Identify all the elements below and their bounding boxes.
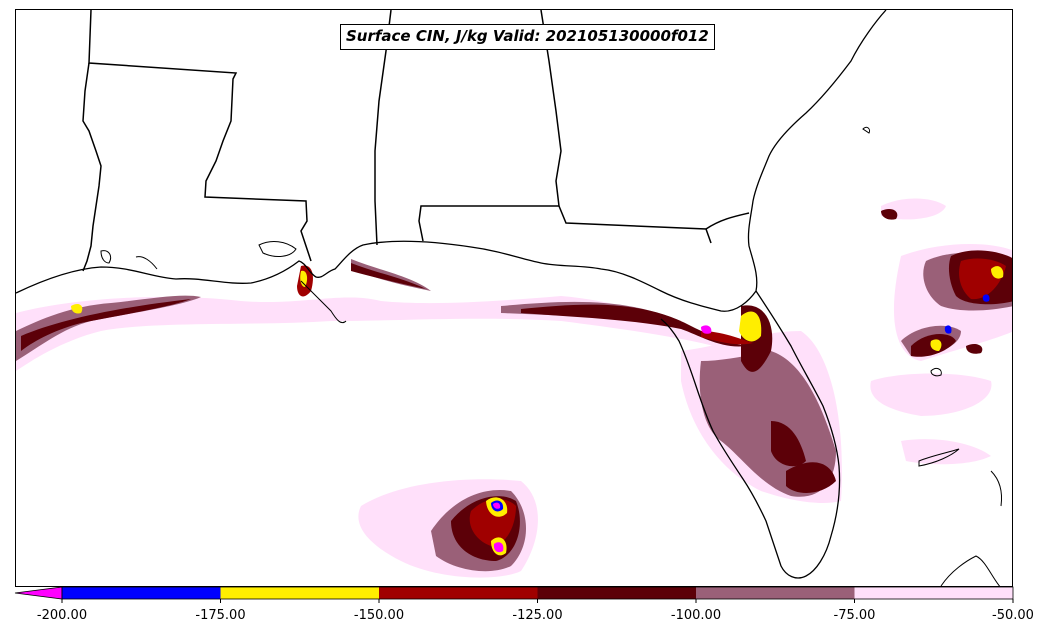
colorbar-tick-label: -125.00 <box>512 608 563 623</box>
cin-darkred-field <box>21 208 1012 561</box>
colorbar-bin-3 <box>379 587 538 599</box>
colorbar-extend-min <box>14 586 63 600</box>
islands <box>862 126 1002 586</box>
colorbar-tick-label: -150.00 <box>353 608 405 623</box>
colorbar-bin-5 <box>696 587 855 599</box>
colorbar-bin-6 <box>854 587 1013 599</box>
colorbar-tick-label: -50.00 <box>992 608 1034 623</box>
colorbar-tick-label: -200.00 <box>36 608 88 623</box>
state-borders <box>82 10 750 272</box>
colorbar-bin-1 <box>62 587 221 599</box>
map-frame: Surface CIN, J/kg Valid: 202105130000f01… <box>15 9 1013 587</box>
map-title: Surface CIN, J/kg Valid: 202105130000f01… <box>340 24 715 50</box>
coastline <box>16 10 887 579</box>
colorbar <box>14 586 1014 603</box>
colorbar-bin-4 <box>537 587 696 599</box>
colorbar-tick-label: -75.00 <box>833 608 876 623</box>
colorbar-tick-label: -100.00 <box>670 608 722 623</box>
colorbar-tick-label: -175.00 <box>195 608 246 623</box>
delta <box>100 241 347 324</box>
colorbar-bin-2 <box>220 587 379 599</box>
cin-strong-field <box>491 294 990 553</box>
map-canvas <box>16 10 1012 586</box>
